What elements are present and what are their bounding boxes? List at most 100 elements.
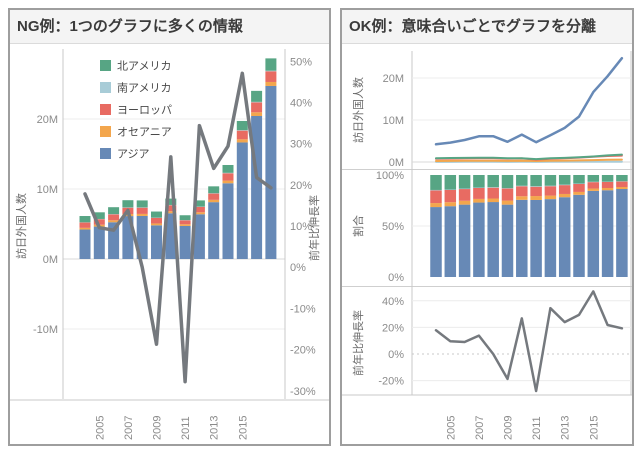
ng-bar-segment <box>136 207 148 214</box>
ok-share-bar-segment <box>601 187 614 191</box>
ng-left-axis: 20M 10M 0M -10M 訪日外国人数 <box>14 114 58 336</box>
legend-swatch-europe <box>100 104 111 115</box>
ng-bar-segment <box>236 142 248 259</box>
svg-text:40%: 40% <box>382 296 404 308</box>
ok-share-bar-segment <box>616 175 628 182</box>
ok-share-bar-segment <box>587 188 600 191</box>
ok-share-bar-segment <box>558 185 571 194</box>
ok-charts-area: 20M 10M 0M 訪日外国人数 100% 50% 0% 割合 40% 20% 0% -20% 前年比… <box>342 44 632 444</box>
ng-bar-segment <box>136 213 148 216</box>
ok-share-bar-segment <box>516 175 528 186</box>
ok-share-bar-segment <box>487 198 499 203</box>
ok-share-bar-segment <box>501 200 514 205</box>
ng-bar-segment <box>222 173 234 181</box>
ok-share-bar-segment <box>558 175 571 185</box>
ok-share-bar-segment <box>544 199 557 277</box>
ok-share-bar-segment <box>487 175 499 188</box>
ok-share-bar-segment <box>444 206 457 277</box>
ok-share-bar-segment <box>544 175 557 186</box>
ng-bar-segment <box>151 217 162 224</box>
ng-bar-segment <box>265 85 277 260</box>
svg-text:10%: 10% <box>290 221 312 233</box>
svg-text:20%: 20% <box>382 322 404 334</box>
ng-bar-segment <box>236 130 248 140</box>
ok-share-bar-segment <box>544 195 557 200</box>
svg-text:2007: 2007 <box>474 416 486 440</box>
svg-text:2005: 2005 <box>445 416 457 440</box>
ng-bar-segment <box>108 222 120 259</box>
ng-bar-segment <box>108 207 120 215</box>
ok-share-bar-segment <box>473 187 485 199</box>
svg-text:訪日外国人数: 訪日外国人数 <box>351 77 365 143</box>
ng-bar-segment <box>265 58 277 71</box>
ok-share-bar-segment <box>501 175 514 189</box>
ng-bar-segment <box>79 222 91 228</box>
ng-bar-segment <box>179 215 191 221</box>
ok-share-bar-segment <box>473 198 485 203</box>
ok-frame <box>342 51 632 396</box>
ok-share-bar-segment <box>616 181 628 187</box>
svg-text:ヨーロッパ: ヨーロッパ <box>117 104 172 117</box>
svg-text:2013: 2013 <box>560 416 572 440</box>
ok-share-bar-segment <box>530 186 542 197</box>
ng-bar-segment <box>265 70 277 72</box>
ok-share-bar-segment <box>573 191 585 195</box>
ok-share-bar-segment <box>558 193 571 198</box>
ng-bar-segment <box>179 224 191 226</box>
svg-text:0%: 0% <box>388 272 404 284</box>
svg-text:アジア: アジア <box>117 149 150 161</box>
svg-text:-10M: -10M <box>33 324 58 336</box>
ok-share-bar-segment <box>430 207 442 277</box>
svg-text:2013: 2013 <box>209 416 221 440</box>
ok-share-bar-segment <box>487 202 499 277</box>
ng-bar-segment <box>165 205 177 212</box>
svg-text:0M: 0M <box>43 254 58 266</box>
ng-bar-segment <box>193 206 205 213</box>
ng-bar-segment <box>222 183 234 259</box>
ok-share-bar-segment <box>516 196 528 200</box>
panel-title-ng: NG例：1つのグラフに多くの情報 <box>10 10 329 44</box>
ok-share-bar-segment <box>616 189 628 277</box>
svg-text:2009: 2009 <box>152 416 164 440</box>
ng-bar-segment <box>79 229 91 259</box>
svg-text:北アメリカ: 北アメリカ <box>117 60 171 73</box>
svg-text:訪日外国人数: 訪日外国人数 <box>14 193 28 259</box>
ng-bar-segment <box>208 186 220 194</box>
svg-text:オセアニア: オセアニア <box>117 126 172 139</box>
ng-bar-segment <box>236 120 248 131</box>
svg-text:2005: 2005 <box>94 416 106 440</box>
svg-text:10M: 10M <box>37 184 58 196</box>
ok-share-bar-segment <box>501 204 514 277</box>
ok-share-bar-segment <box>473 175 485 188</box>
ng-growth-line <box>83 71 273 384</box>
panel-title-ok: OK例：意味合いごとでグラフを分離 <box>342 10 632 44</box>
ok-share-bar-segment <box>616 186 628 190</box>
svg-text:20%: 20% <box>290 180 312 192</box>
ok-x-axis: 2005 2007 2009 2011 2013 2015 <box>445 416 600 440</box>
ng-bar-segment <box>265 81 277 86</box>
ng-bar-segment <box>151 223 162 226</box>
ng-bar-segment <box>108 220 120 223</box>
svg-text:-10%: -10% <box>290 303 316 315</box>
ok-share-bar-segment <box>530 196 542 200</box>
ng-bar-segment <box>179 225 191 259</box>
ok-share-bar-segment <box>430 203 442 208</box>
svg-text:50%: 50% <box>382 221 404 233</box>
ng-right-axis: 50% 40% 30% 20% 10% 0% -10% -20% -30% 前年比伸長率 <box>290 56 321 397</box>
ng-bar-segment <box>122 216 134 259</box>
svg-text:割合: 割合 <box>351 215 365 237</box>
ok-share-bar-segment <box>458 204 471 277</box>
svg-text:前年比伸長率: 前年比伸長率 <box>351 310 365 376</box>
svg-text:2009: 2009 <box>503 416 515 440</box>
ok-share-bar-segment <box>530 199 542 277</box>
ok-share-bar-segment <box>573 194 585 277</box>
svg-text:20M: 20M <box>37 114 58 126</box>
ok-share-bar-segment <box>458 189 471 201</box>
legend-swatch-north_america <box>100 60 111 71</box>
ng-bar-segment <box>136 215 148 259</box>
svg-text:2011: 2011 <box>531 416 543 440</box>
ng-bar-segment <box>165 211 177 214</box>
ok-share-bar-segment <box>573 175 585 184</box>
ng-bar-segment <box>151 211 162 218</box>
ng-bar-segment <box>93 212 105 219</box>
